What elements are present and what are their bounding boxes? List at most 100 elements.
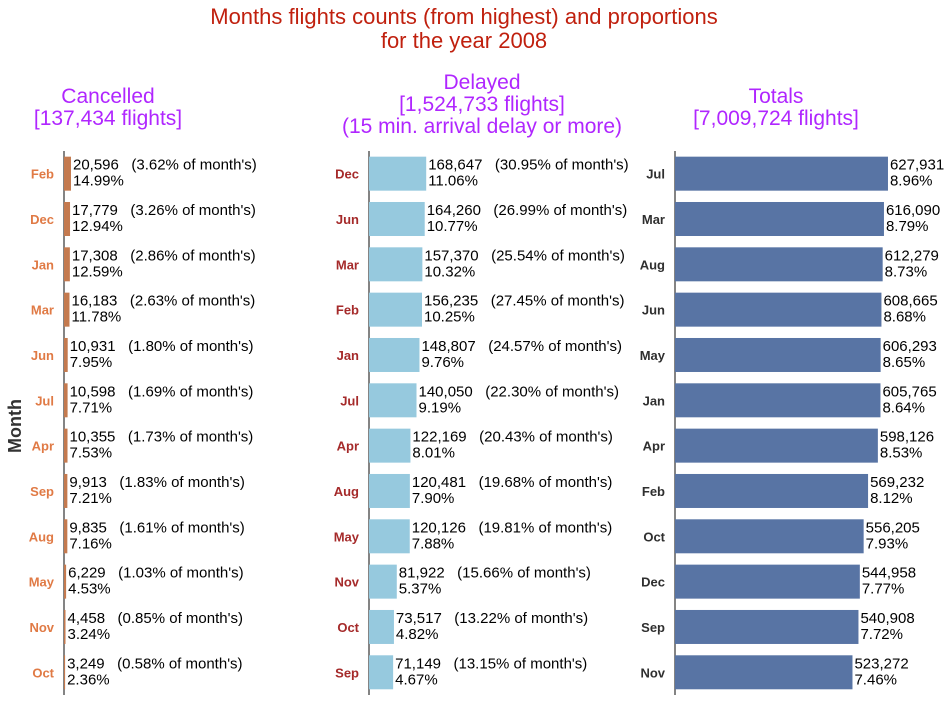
panel-delayed-share-label-mar: 10.32% xyxy=(424,263,475,280)
panel-delayed-tick-feb: Feb xyxy=(336,303,359,318)
panel-delayed-value-label-apr: 122,169 (20.43% of month's) xyxy=(412,429,612,446)
panel-totals-share-label-jul: 8.96% xyxy=(890,173,933,190)
panel-cancelled-tick-feb: Feb xyxy=(31,167,54,182)
panel-delayed-value-label-jul: 140,050 (22.30% of month's) xyxy=(419,383,620,400)
panel-cancelled-value-label-jan: 17,308 (2.86% of month's) xyxy=(72,247,256,264)
panel-delayed-tick-aug: Aug xyxy=(334,484,359,499)
panel-delayed-tick-dec: Dec xyxy=(335,167,359,182)
panel-cancelled-tick-aug: Aug xyxy=(29,529,54,544)
panel-cancelled-bar-jul xyxy=(64,383,68,418)
panel-totals-share-label-nov: 7.46% xyxy=(854,671,897,688)
panel-cancelled-bar-oct xyxy=(64,655,66,690)
panel-delayed-bar-dec xyxy=(369,156,427,191)
panel-delayed-tick-nov: Nov xyxy=(334,575,359,590)
panel-totals-bar-jan xyxy=(675,383,881,418)
panel-delayed-bar-may xyxy=(369,519,410,554)
panel-totals-share-label-apr: 8.53% xyxy=(880,445,923,462)
panel-delayed-share-label-aug: 7.90% xyxy=(412,490,455,507)
panel-delayed-value-label-feb: 156,235 (27.45% of month's) xyxy=(424,293,625,310)
panel-cancelled-value-label-nov: 4,458 (0.85% of month's) xyxy=(68,610,243,627)
panel-cancelled-tick-jan: Jan xyxy=(32,257,54,272)
panel-delayed-share-label-jul: 9.19% xyxy=(419,399,462,416)
panel-cancelled-share-label-jul: 7.71% xyxy=(70,399,113,416)
panel-totals-value-label-oct: 556,205 xyxy=(866,519,920,536)
panel-delayed-share-label-jan: 9.76% xyxy=(421,354,464,371)
panel-delayed-bar-nov xyxy=(369,564,397,599)
panel-totals-tick-jan: Jan xyxy=(643,393,665,408)
panel-totals-tick-may: May xyxy=(640,348,666,363)
panel-cancelled-tick-jul: Jul xyxy=(35,393,54,408)
panel-delayed-tick-jan: Jan xyxy=(337,348,359,363)
panel-cancelled-bar-dec xyxy=(64,201,71,236)
panel-totals-value-label-mar: 616,090 xyxy=(886,202,940,219)
panel-delayed-share-label-may: 7.88% xyxy=(412,535,455,552)
panel-delayed-tick-sep: Sep xyxy=(335,665,359,680)
panel-cancelled-value-label-jul: 10,598 (1.69% of month's) xyxy=(70,383,254,400)
panel-totals-value-label-aug: 612,279 xyxy=(885,247,939,264)
panel-cancelled-bar-apr xyxy=(64,428,68,463)
panel-delayed-share-label-oct: 4.82% xyxy=(396,626,439,643)
panel-cancelled-value-label-feb: 20,596 (3.62% of month's) xyxy=(73,157,257,174)
panel-cancelled-value-label-mar: 16,183 (2.63% of month's) xyxy=(71,293,255,310)
panel-totals-bar-may xyxy=(675,337,881,372)
panel-cancelled-title-line-2: [137,434 flights] xyxy=(34,107,182,130)
panel-delayed-value-label-jun: 164,260 (26.99% of month's) xyxy=(427,202,628,219)
panel-cancelled-share-label-jan: 12.59% xyxy=(72,263,123,280)
panel-delayed-share-label-dec: 11.06% xyxy=(428,173,478,190)
panel-totals-title-line-1: Totals xyxy=(749,85,804,108)
panel-totals-tick-oct: Oct xyxy=(643,529,665,544)
panel-delayed-value-label-aug: 120,481 (19.68% of month's) xyxy=(412,474,613,491)
panel-delayed-share-label-sep: 4.67% xyxy=(395,671,438,688)
panel-totals-bar-mar xyxy=(675,201,884,236)
panel-totals-tick-feb: Feb xyxy=(642,484,665,499)
panel-cancelled-value-label-may: 6,229 (1.03% of month's) xyxy=(68,565,243,582)
panel-cancelled-bar-feb xyxy=(64,156,71,191)
panel-cancelled-share-label-nov: 3.24% xyxy=(68,626,111,643)
panel-delayed-value-label-jan: 148,807 (24.57% of month's) xyxy=(421,338,622,355)
panel-delayed-bar-oct xyxy=(369,609,394,644)
panel-delayed-tick-jul: Jul xyxy=(340,393,359,408)
panel-delayed-bar-mar xyxy=(369,247,423,282)
panel-totals-bar-dec xyxy=(675,564,860,599)
panel-totals-tick-mar: Mar xyxy=(642,212,665,227)
panel-totals-value-label-jul: 627,931 xyxy=(890,157,944,174)
panel-delayed-bar-jun xyxy=(369,201,425,236)
panel-totals-share-label-sep: 7.72% xyxy=(860,626,903,643)
panel-delayed: Delayed[1,524,733 flights](15 min. arriv… xyxy=(334,71,629,695)
panel-delayed-value-label-dec: 168,647 (30.95% of month's) xyxy=(428,157,628,174)
panel-totals-value-label-may: 606,293 xyxy=(883,338,937,355)
panel-totals-share-label-feb: 8.12% xyxy=(870,490,913,507)
panel-cancelled-share-label-apr: 7.53% xyxy=(70,445,113,462)
panel-delayed-share-label-jun: 10.77% xyxy=(427,218,478,235)
panel-totals-share-label-oct: 7.93% xyxy=(866,535,909,552)
panel-cancelled-bar-jan xyxy=(64,247,70,282)
panel-totals-value-label-apr: 598,126 xyxy=(880,429,934,446)
panel-cancelled-bar-jun xyxy=(64,337,68,372)
panel-totals-value-label-jan: 605,765 xyxy=(882,383,936,400)
panel-cancelled-value-label-apr: 10,355 (1.73% of month's) xyxy=(70,429,254,446)
panel-totals-share-label-mar: 8.79% xyxy=(886,218,929,235)
panel-totals-value-label-dec: 544,958 xyxy=(862,565,916,582)
panel-delayed-bar-feb xyxy=(369,292,422,327)
panel-cancelled-title-line-1: Cancelled xyxy=(61,85,154,108)
panel-cancelled-value-label-sep: 9,913 (1.83% of month's) xyxy=(69,474,244,491)
panel-cancelled-value-label-aug: 9,835 (1.61% of month's) xyxy=(69,519,244,536)
panel-cancelled-share-label-may: 4.53% xyxy=(68,581,111,598)
panel-cancelled-share-label-sep: 7.21% xyxy=(69,490,112,507)
panel-cancelled: Cancelled[137,434 flights] Feb 20,596 (3.6… xyxy=(29,85,257,695)
panel-totals-tick-jul: Jul xyxy=(646,167,665,182)
panel-cancelled-tick-may: May xyxy=(29,575,55,590)
panel-delayed-value-label-oct: 73,517 (13.22% of month's) xyxy=(396,610,588,627)
panel-cancelled-share-label-aug: 7.16% xyxy=(69,535,112,552)
panel-cancelled-share-label-mar: 11.78% xyxy=(71,309,121,326)
panel-totals-bar-nov xyxy=(675,655,853,690)
panel-delayed-value-label-sep: 71,149 (13.15% of month's) xyxy=(395,655,587,672)
panel-totals-value-label-sep: 540,908 xyxy=(860,610,914,627)
panel-delayed-share-label-apr: 8.01% xyxy=(412,445,455,462)
panel-delayed-bar-jan xyxy=(369,337,420,372)
panel-totals-bar-jul xyxy=(675,156,888,191)
panel-totals-share-label-may: 8.65% xyxy=(883,354,926,371)
panel-totals-tick-dec: Dec xyxy=(641,575,665,590)
panel-cancelled-tick-sep: Sep xyxy=(30,484,54,499)
